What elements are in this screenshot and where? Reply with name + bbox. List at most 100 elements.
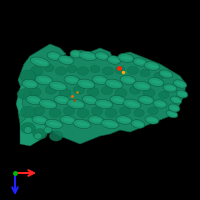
Ellipse shape xyxy=(20,70,36,82)
Ellipse shape xyxy=(49,108,61,117)
Ellipse shape xyxy=(92,75,108,85)
Ellipse shape xyxy=(148,107,158,115)
Ellipse shape xyxy=(95,78,106,82)
Ellipse shape xyxy=(67,78,78,82)
Ellipse shape xyxy=(127,66,139,75)
Ellipse shape xyxy=(24,126,32,134)
Ellipse shape xyxy=(67,65,77,73)
Ellipse shape xyxy=(173,80,187,88)
Ellipse shape xyxy=(163,84,177,92)
Ellipse shape xyxy=(44,127,52,133)
Ellipse shape xyxy=(44,64,54,72)
Ellipse shape xyxy=(129,86,141,94)
Ellipse shape xyxy=(58,55,74,65)
Ellipse shape xyxy=(159,91,169,99)
Ellipse shape xyxy=(29,88,41,97)
Ellipse shape xyxy=(119,118,130,122)
Ellipse shape xyxy=(64,76,80,84)
Ellipse shape xyxy=(95,52,109,60)
Ellipse shape xyxy=(154,72,164,80)
Ellipse shape xyxy=(105,122,117,126)
Ellipse shape xyxy=(141,98,152,102)
Ellipse shape xyxy=(26,95,42,105)
Ellipse shape xyxy=(83,54,95,58)
Ellipse shape xyxy=(115,66,125,74)
Ellipse shape xyxy=(101,119,119,129)
Ellipse shape xyxy=(17,89,31,99)
Ellipse shape xyxy=(73,119,91,129)
Ellipse shape xyxy=(144,62,160,70)
Ellipse shape xyxy=(145,116,159,124)
Ellipse shape xyxy=(29,98,40,102)
Ellipse shape xyxy=(162,72,171,76)
Ellipse shape xyxy=(61,58,72,62)
Ellipse shape xyxy=(127,102,139,106)
Ellipse shape xyxy=(20,106,36,118)
Ellipse shape xyxy=(49,122,61,126)
Ellipse shape xyxy=(72,52,81,56)
Ellipse shape xyxy=(121,56,132,60)
Ellipse shape xyxy=(148,118,158,122)
Ellipse shape xyxy=(115,88,127,98)
Ellipse shape xyxy=(59,88,71,98)
Ellipse shape xyxy=(107,56,121,64)
Ellipse shape xyxy=(166,86,176,90)
Ellipse shape xyxy=(55,67,67,75)
Ellipse shape xyxy=(110,95,126,105)
Ellipse shape xyxy=(137,84,149,88)
Ellipse shape xyxy=(35,118,46,122)
Ellipse shape xyxy=(88,116,104,124)
Ellipse shape xyxy=(176,90,188,98)
Ellipse shape xyxy=(77,122,89,126)
Ellipse shape xyxy=(99,102,111,106)
Ellipse shape xyxy=(70,50,82,58)
Ellipse shape xyxy=(113,98,124,102)
Ellipse shape xyxy=(116,116,132,124)
Ellipse shape xyxy=(33,129,47,139)
Ellipse shape xyxy=(91,118,102,122)
Ellipse shape xyxy=(20,122,36,134)
Ellipse shape xyxy=(153,100,167,108)
Ellipse shape xyxy=(148,77,164,87)
Ellipse shape xyxy=(173,98,181,102)
Ellipse shape xyxy=(136,60,145,64)
Ellipse shape xyxy=(35,75,53,85)
Ellipse shape xyxy=(156,102,166,106)
Ellipse shape xyxy=(110,58,120,62)
Ellipse shape xyxy=(39,78,51,82)
Ellipse shape xyxy=(120,75,136,85)
Ellipse shape xyxy=(25,82,36,86)
Ellipse shape xyxy=(133,58,147,66)
Ellipse shape xyxy=(77,108,89,117)
Ellipse shape xyxy=(47,52,61,60)
Ellipse shape xyxy=(123,99,141,109)
Ellipse shape xyxy=(57,98,68,102)
Ellipse shape xyxy=(33,107,45,115)
Ellipse shape xyxy=(77,67,89,75)
Ellipse shape xyxy=(45,86,57,94)
Ellipse shape xyxy=(30,57,50,67)
Ellipse shape xyxy=(85,98,96,102)
Ellipse shape xyxy=(143,88,155,98)
Ellipse shape xyxy=(134,109,144,117)
Ellipse shape xyxy=(43,102,55,106)
Ellipse shape xyxy=(54,96,70,104)
Ellipse shape xyxy=(71,102,83,106)
Ellipse shape xyxy=(90,65,100,73)
Ellipse shape xyxy=(105,108,117,117)
Ellipse shape xyxy=(60,116,76,124)
Ellipse shape xyxy=(95,99,113,109)
Ellipse shape xyxy=(159,70,173,78)
Ellipse shape xyxy=(170,106,179,110)
Ellipse shape xyxy=(63,118,74,122)
Ellipse shape xyxy=(140,69,150,77)
Ellipse shape xyxy=(119,107,131,115)
Ellipse shape xyxy=(73,86,85,94)
Ellipse shape xyxy=(45,119,63,129)
Ellipse shape xyxy=(82,95,98,105)
Ellipse shape xyxy=(123,78,134,82)
Ellipse shape xyxy=(49,81,67,91)
Ellipse shape xyxy=(31,66,43,75)
Ellipse shape xyxy=(176,82,185,86)
Ellipse shape xyxy=(77,79,95,89)
